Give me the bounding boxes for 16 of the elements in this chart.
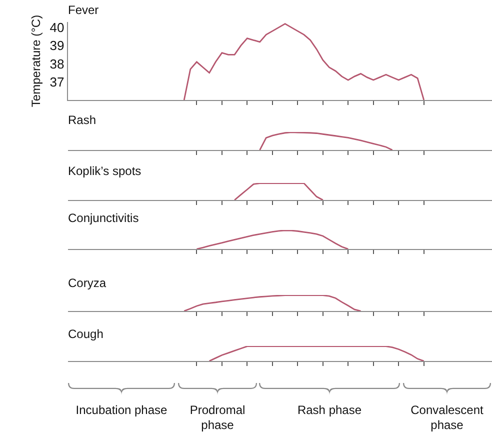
y-tick-label: 39 — [50, 38, 64, 54]
chart-title: Coryza — [68, 276, 106, 290]
chart-title: Koplik’s spots — [68, 164, 142, 178]
y-tick-label: 38 — [50, 56, 64, 72]
chart-title: Conjunctivitis — [68, 211, 139, 226]
text: Incubation phase — [74, 403, 168, 418]
chart-title: Fever — [68, 3, 99, 18]
text: Rash phase — [296, 403, 363, 418]
y-tick-label: 40 — [50, 20, 64, 35]
chart-title: Rash — [68, 113, 96, 128]
line-series — [183, 23, 425, 100]
text: Prodromal phase — [188, 403, 246, 433]
y-axis-title: Temperature (°C) — [29, 14, 44, 108]
y-tick-label: 37 — [50, 74, 64, 90]
chart-title: Cough — [68, 327, 104, 342]
text: Convalescent phase — [410, 403, 484, 433]
